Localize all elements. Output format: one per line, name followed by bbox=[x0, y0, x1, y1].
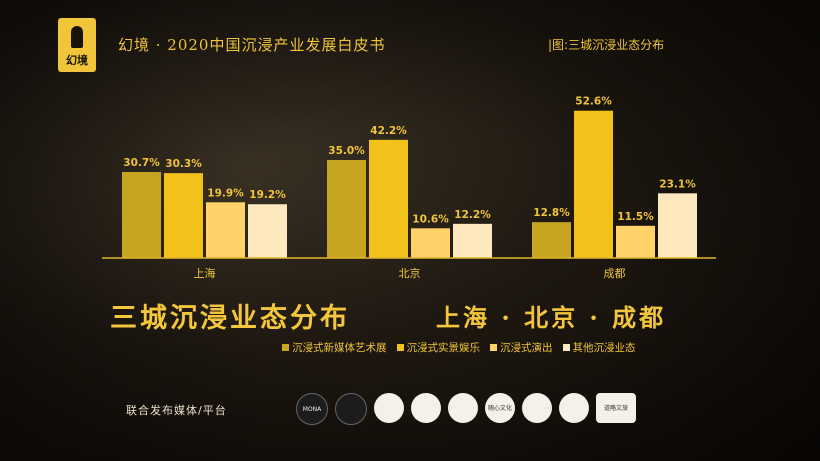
data-label: 10.6% bbox=[412, 213, 449, 225]
legend-item: 沉浸式演出 bbox=[490, 340, 553, 355]
partners-label: 联合发布媒体/平台 bbox=[126, 404, 227, 417]
data-label: 30.7% bbox=[123, 157, 160, 169]
category-label: 成都 bbox=[604, 267, 626, 280]
legend-swatch bbox=[490, 344, 497, 351]
headline-cities: 上海 · 北京 · 成都 bbox=[436, 303, 667, 332]
bar bbox=[206, 202, 245, 258]
data-label: 12.2% bbox=[454, 209, 491, 221]
partner-logo[interactable] bbox=[448, 393, 478, 423]
bar bbox=[574, 110, 613, 258]
bar bbox=[122, 172, 161, 258]
partner-logo-mona[interactable]: MONA bbox=[296, 393, 328, 425]
legend-label: 沉浸式新媒体艺术展 bbox=[292, 342, 387, 354]
logo-figure-icon bbox=[71, 26, 83, 48]
bar bbox=[369, 139, 408, 258]
partner-logo-suixin[interactable]: 随心文化 bbox=[485, 393, 515, 423]
bar bbox=[616, 225, 655, 258]
partner-logo[interactable] bbox=[374, 393, 404, 423]
category-label: 北京 bbox=[399, 266, 421, 280]
data-label: 42.2% bbox=[370, 125, 407, 137]
data-label: 19.9% bbox=[207, 187, 244, 199]
data-label: 19.2% bbox=[249, 189, 286, 201]
legend-swatch bbox=[282, 344, 289, 351]
bar bbox=[658, 193, 697, 258]
data-label: 35.0% bbox=[328, 145, 365, 157]
figure-caption: |图:三城沉浸业态分布 bbox=[548, 38, 665, 52]
partner-logo[interactable] bbox=[335, 393, 367, 425]
bar bbox=[327, 160, 366, 258]
data-label: 30.3% bbox=[165, 158, 202, 170]
bar bbox=[411, 228, 450, 258]
chart-legend: 沉浸式新媒体艺术展 沉浸式实景娱乐 沉浸式演出 其他沉浸业态 bbox=[282, 340, 636, 355]
partner-logo-daolue[interactable]: 道略文旅 bbox=[596, 393, 636, 423]
legend-swatch bbox=[562, 344, 570, 351]
page-title: 幻境 · 2020中国沉浸产业发展白皮书 bbox=[118, 36, 386, 54]
partner-logo[interactable] bbox=[559, 393, 589, 423]
legend-item: 沉浸式实景娱乐 bbox=[396, 340, 481, 355]
legend-swatch bbox=[396, 344, 404, 351]
legend-label: 沉浸式演出 bbox=[500, 342, 553, 354]
bar bbox=[248, 204, 287, 258]
data-label: 11.5% bbox=[617, 211, 654, 223]
data-label: 23.1% bbox=[659, 178, 696, 190]
data-label: 12.8% bbox=[533, 207, 570, 219]
partner-logo[interactable] bbox=[411, 393, 441, 423]
legend-label: 其他沉浸业态 bbox=[572, 342, 636, 354]
bar bbox=[164, 173, 203, 258]
data-label: 52.6% bbox=[575, 96, 612, 108]
legend-item: 沉浸式新媒体艺术展 bbox=[282, 340, 387, 355]
legend-item: 其他沉浸业态 bbox=[562, 340, 636, 355]
logo-text: 幻境 bbox=[66, 54, 88, 67]
legend-label: 沉浸式实景娱乐 bbox=[406, 342, 481, 354]
bar bbox=[532, 222, 571, 258]
category-label: 上海 bbox=[194, 266, 216, 280]
brand-logo: 幻境 bbox=[58, 18, 96, 72]
bar bbox=[453, 223, 492, 258]
headline: 三城沉浸业态分布 bbox=[110, 303, 350, 334]
partner-logo[interactable] bbox=[522, 393, 552, 423]
partner-logos: MONA 随心文化 道略文旅 bbox=[296, 393, 636, 425]
